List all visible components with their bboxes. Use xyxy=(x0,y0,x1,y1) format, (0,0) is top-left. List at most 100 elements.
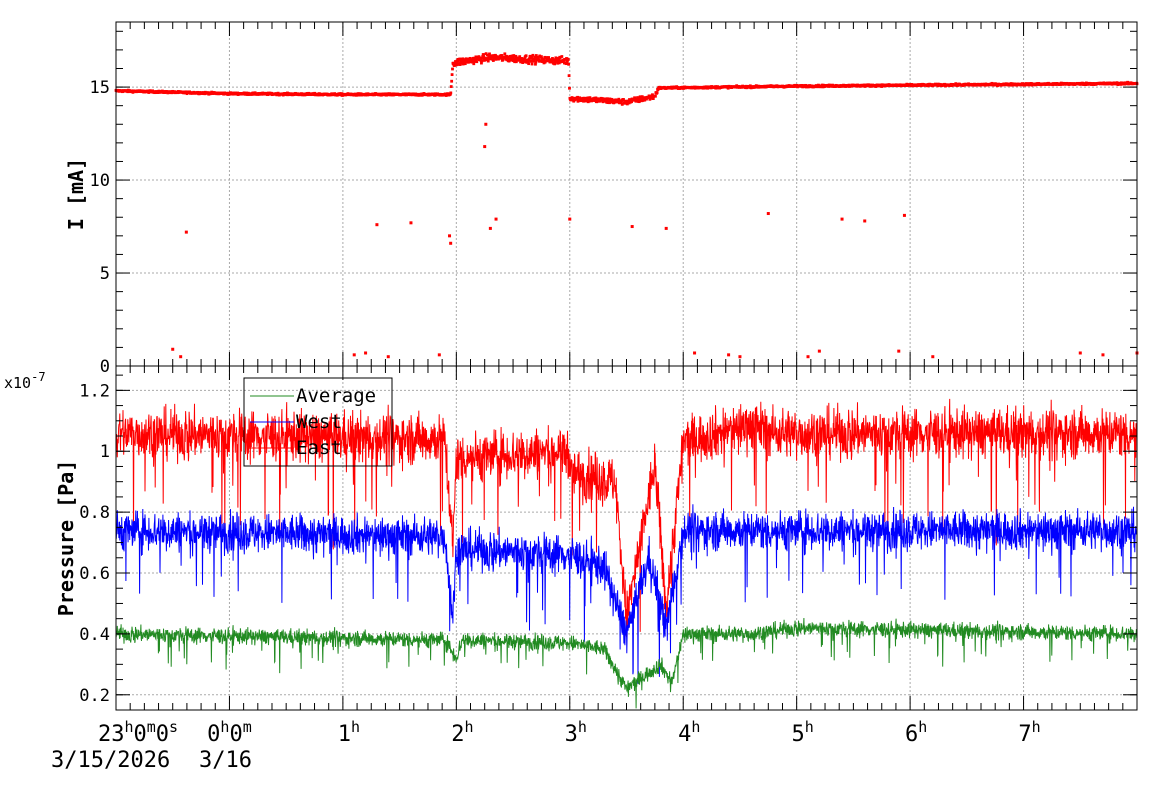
x-tick-label: 2h xyxy=(451,718,473,747)
time-unit-sup: h xyxy=(578,718,587,736)
current-outlier-point xyxy=(352,353,356,357)
current-point xyxy=(508,54,512,58)
pressure-panel-y-tick-label: 0.8 xyxy=(79,503,110,523)
current-outlier-point xyxy=(1101,353,1105,357)
current-point xyxy=(491,59,495,62)
current-point xyxy=(475,60,479,64)
current-point xyxy=(617,97,621,101)
current-point xyxy=(474,57,477,61)
pressure-series-west-line xyxy=(115,504,1138,684)
time-value: 23 xyxy=(98,722,125,747)
current-point xyxy=(625,102,629,106)
x-tick-label: 1h xyxy=(338,718,360,747)
current-point xyxy=(489,57,493,61)
current-point xyxy=(531,57,534,61)
current-outlier-point xyxy=(409,221,413,225)
current-point xyxy=(486,57,490,61)
current-point xyxy=(591,99,595,102)
current-point xyxy=(633,96,636,100)
current-point xyxy=(463,62,467,66)
current-outlier-point xyxy=(863,219,867,223)
current-point xyxy=(542,58,545,61)
current-point xyxy=(518,55,522,59)
exponent-base: x10 xyxy=(4,374,31,392)
current-outlier-point xyxy=(766,212,770,216)
current-point xyxy=(588,96,592,100)
current-point xyxy=(503,52,507,56)
time-value: 7 xyxy=(1018,722,1031,747)
current-point xyxy=(630,100,634,104)
time-value: 1 xyxy=(338,722,351,747)
current-point xyxy=(532,59,536,63)
pressure-exponent-label: x10-7 xyxy=(4,370,46,392)
current-point xyxy=(558,56,562,60)
current-point xyxy=(531,53,535,57)
current-point xyxy=(567,62,571,66)
pressure-y-axis-label: Pressure [Pa] xyxy=(54,460,78,617)
current-outlier-point xyxy=(494,217,498,221)
legend-label-east: East xyxy=(296,437,342,459)
current-panel-y-tick-label: 5 xyxy=(100,264,110,284)
time-value: 5 xyxy=(792,722,805,747)
current-outlier-point xyxy=(386,355,390,359)
pressure-series-average-line xyxy=(115,617,1138,709)
current-panel-y-tick-label: 10 xyxy=(90,171,110,191)
time-unit-sup: m xyxy=(147,718,156,736)
current-outlier-point xyxy=(171,347,175,351)
current-point xyxy=(522,58,526,62)
current-point xyxy=(485,53,489,57)
current-point xyxy=(501,58,505,62)
current-point xyxy=(524,54,528,58)
current-point xyxy=(655,91,659,94)
current-point xyxy=(628,98,631,101)
current-point xyxy=(451,67,454,71)
current-point xyxy=(548,58,552,62)
current-panel-y-tick-label: 15 xyxy=(90,78,110,98)
current-outlier-point xyxy=(488,226,492,230)
current-outlier-point xyxy=(375,223,379,227)
current-panel-grid xyxy=(116,22,1137,367)
current-panel-frame xyxy=(115,21,1138,367)
current-point xyxy=(651,93,654,97)
current-point xyxy=(480,59,484,63)
current-point xyxy=(513,60,517,64)
current-point xyxy=(523,56,527,60)
current-panel-y-tick-label: 0 xyxy=(100,357,110,377)
current-point xyxy=(568,86,571,90)
current-point xyxy=(511,55,515,59)
current-outlier-point xyxy=(630,225,634,229)
current-point xyxy=(482,53,485,56)
current-outlier-point xyxy=(693,351,697,355)
current-point xyxy=(543,60,547,64)
current-point xyxy=(529,59,533,63)
current-outlier-point xyxy=(483,145,487,149)
current-outlier-point xyxy=(184,230,188,234)
current-point xyxy=(534,60,538,64)
current-outlier-point xyxy=(437,353,441,357)
current-point xyxy=(482,55,486,59)
current-point xyxy=(486,59,490,63)
current-point xyxy=(620,102,624,106)
current-outlier-point xyxy=(931,355,935,359)
current-point xyxy=(500,54,504,57)
current-point xyxy=(513,57,517,61)
current-point xyxy=(540,57,544,60)
current-point xyxy=(651,97,655,100)
time-unit-sup: h xyxy=(220,718,229,736)
current-point xyxy=(605,97,609,101)
current-point xyxy=(462,58,466,62)
current-outlier-point xyxy=(364,351,368,355)
time-value: 3 xyxy=(565,722,578,747)
current-point xyxy=(550,60,554,64)
current-point xyxy=(556,61,559,65)
current-outlier-point xyxy=(902,213,906,217)
current-point xyxy=(540,55,543,59)
time-unit-sup: h xyxy=(691,718,700,736)
time-value: 0 xyxy=(133,722,146,747)
current-point xyxy=(654,94,657,98)
current-point xyxy=(512,54,516,57)
current-outlier-point xyxy=(806,355,810,359)
current-point xyxy=(514,54,518,58)
current-point xyxy=(519,60,522,64)
current-point xyxy=(493,56,497,60)
